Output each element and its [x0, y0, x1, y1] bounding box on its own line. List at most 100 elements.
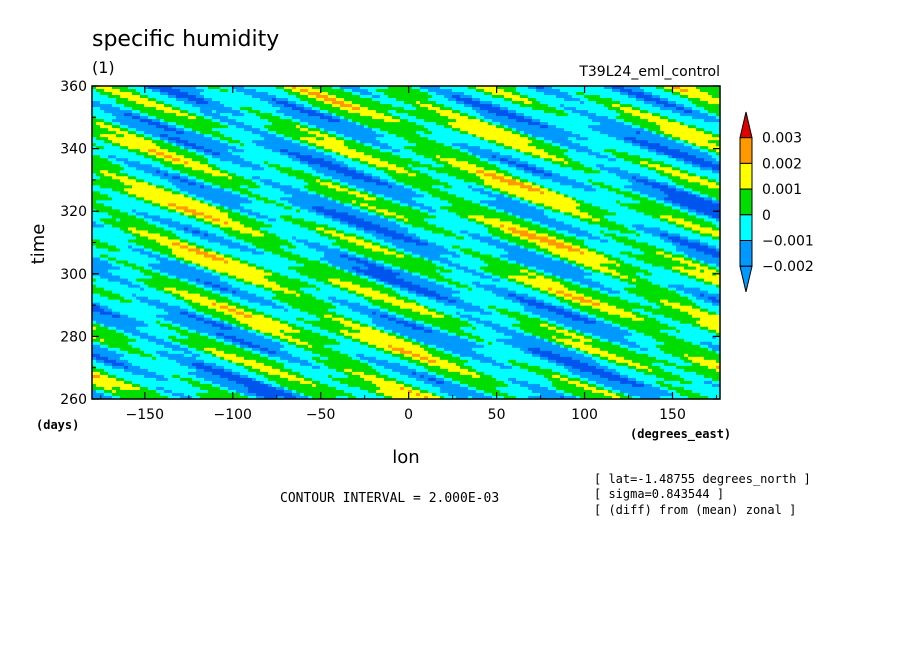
heatmap-cell — [140, 116, 145, 120]
heatmap-cell — [176, 122, 181, 126]
heatmap-cell — [272, 104, 277, 108]
heatmap-cell — [132, 104, 137, 108]
heatmap-cell — [276, 98, 281, 102]
heatmap-cell — [616, 104, 621, 108]
heatmap-cell — [116, 92, 121, 96]
heatmap-cell — [600, 113, 605, 117]
heatmap-cell — [112, 98, 117, 102]
heatmap-cell — [120, 110, 125, 114]
heatmap-cell — [592, 101, 597, 105]
heatmap-cell — [576, 113, 581, 117]
heatmap-cell — [568, 95, 573, 99]
heatmap-cell — [188, 95, 193, 99]
heatmap-cell — [492, 89, 497, 93]
heatmap-cell — [656, 104, 661, 108]
heatmap-cell — [548, 116, 553, 120]
heatmap-cell — [252, 116, 257, 120]
heatmap-cell — [472, 119, 477, 123]
heatmap-cell — [708, 89, 713, 93]
heatmap-cell — [344, 101, 349, 105]
heatmap-cell — [172, 98, 177, 102]
heatmap-cell — [132, 86, 137, 90]
heatmap-cell — [548, 86, 553, 90]
heatmap-cell — [116, 98, 121, 102]
heatmap-cell — [672, 95, 677, 99]
heatmap-cell — [544, 116, 549, 120]
heatmap-cell — [632, 104, 637, 108]
heatmap-cell — [680, 92, 685, 96]
run-label: T39L24_eml_control — [578, 64, 720, 80]
heatmap-cell — [100, 113, 105, 117]
heatmap-cell — [192, 89, 197, 93]
heatmap-cell — [476, 92, 481, 96]
heatmap-cell — [424, 122, 429, 126]
heatmap-cell — [532, 122, 537, 126]
heatmap-cell — [324, 101, 329, 105]
heatmap-cell — [108, 113, 113, 117]
heatmap-cell — [276, 89, 281, 93]
heatmap-cell — [448, 113, 453, 117]
heatmap-cell — [228, 98, 233, 102]
heatmap-cell — [528, 107, 533, 111]
heatmap-cell — [272, 110, 277, 114]
heatmap-cell — [296, 110, 301, 114]
heatmap-cell — [372, 110, 377, 114]
heatmap-cell — [152, 116, 157, 120]
heatmap-cell — [96, 110, 101, 114]
heatmap-cell — [676, 101, 681, 105]
heatmap-cell — [336, 122, 341, 126]
heatmap-cell — [688, 119, 693, 123]
heatmap-cell — [348, 101, 353, 105]
heatmap-cell — [112, 110, 117, 114]
heatmap-cell — [296, 116, 301, 120]
heatmap-cell — [540, 95, 545, 99]
heatmap-cell — [284, 110, 289, 114]
heatmap-cell — [388, 113, 393, 117]
heatmap-cell — [292, 116, 297, 120]
heatmap-cell — [176, 116, 181, 120]
heatmap-cell — [652, 119, 657, 123]
heatmap-cell — [160, 107, 165, 111]
heatmap-cell — [108, 95, 113, 99]
heatmap-cell — [540, 104, 545, 108]
heatmap-cell — [204, 113, 209, 117]
heatmap-cell — [164, 92, 169, 96]
heatmap-cell — [452, 107, 457, 111]
heatmap-cell — [436, 122, 441, 126]
heatmap-cell — [468, 101, 473, 105]
heatmap-cell — [352, 113, 357, 117]
heatmap-cell — [400, 107, 405, 111]
heatmap-cell — [180, 95, 185, 99]
heatmap-cell — [632, 110, 637, 114]
heatmap-cell — [596, 119, 601, 123]
heatmap-cell — [272, 119, 277, 123]
heatmap-cell — [260, 92, 265, 96]
heatmap-cell — [608, 92, 613, 96]
heatmap-cell — [488, 122, 493, 126]
heatmap-cell — [616, 119, 621, 123]
heatmap-cell — [580, 107, 585, 111]
heatmap-cell — [556, 110, 561, 114]
heatmap-cell — [324, 98, 329, 102]
heatmap-cell — [408, 113, 413, 117]
heatmap-cell — [324, 107, 329, 111]
heatmap-cell — [668, 89, 673, 93]
heatmap-cell — [496, 110, 501, 114]
heatmap-cell — [624, 89, 629, 93]
heatmap-cell — [220, 89, 225, 93]
heatmap-cell — [120, 92, 125, 96]
heatmap-cell — [104, 89, 109, 93]
heatmap-cell — [536, 107, 541, 111]
heatmap-cell — [460, 92, 465, 96]
heatmap-cell — [432, 113, 437, 117]
heatmap-cell — [244, 101, 249, 105]
heatmap-cell — [116, 110, 121, 114]
heatmap-cell — [476, 116, 481, 120]
heatmap-cell — [576, 95, 581, 99]
heatmap-cell — [248, 104, 253, 108]
heatmap-cell — [640, 116, 645, 120]
heatmap-cell — [276, 104, 281, 108]
heatmap-cell — [336, 86, 341, 90]
heatmap-cell — [692, 86, 697, 90]
heatmap-cell — [556, 113, 561, 117]
